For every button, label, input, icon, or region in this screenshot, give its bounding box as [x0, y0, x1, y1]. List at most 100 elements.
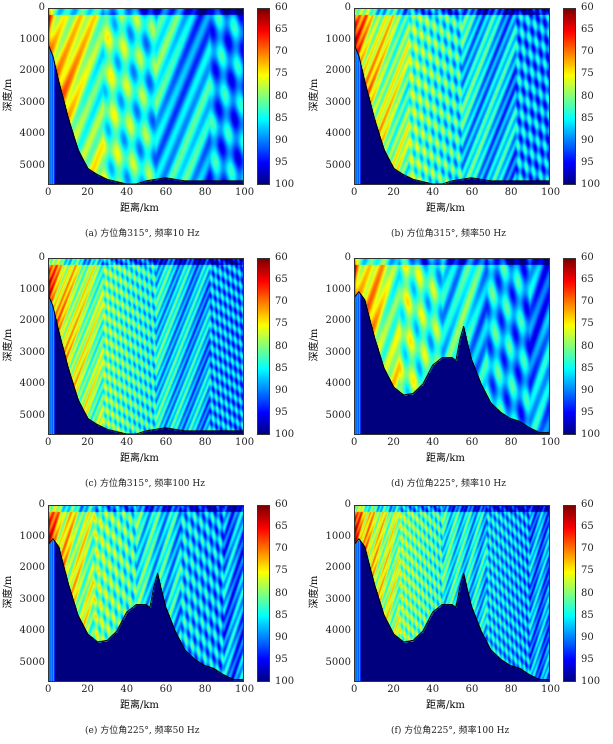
seabed-line: [355, 46, 549, 184]
panel-b: 0 20 40 60 80 100 0 1000 2000 3000 4000 5000 深度/m 距离/…: [306, 0, 612, 247]
colorbar-tick-label: 75: [275, 565, 288, 577]
y-tick-label: 2000: [325, 315, 351, 327]
y-tick-label: 0: [38, 2, 45, 13]
y-tick-label: 2000: [325, 65, 351, 77]
heatmap-field: [355, 506, 549, 681]
colorbar-tick-label: 65: [275, 24, 288, 36]
colorbar-tick-label: 75: [581, 565, 594, 577]
y-tick-label: 0: [344, 2, 351, 13]
x-axis-label: 距离/km: [426, 453, 465, 464]
colorbar: [563, 8, 576, 185]
colorbar-tick-label: 70: [581, 296, 594, 308]
colorbar-tick-label: 90: [581, 134, 594, 146]
colorbar-tick-label: 95: [275, 653, 288, 665]
colorbar-tick-label: 80: [581, 90, 594, 102]
panel-d: 0 20 40 60 80 100 0 1000 2000 3000 4000 5000 深度/m 距离/…: [306, 250, 612, 497]
y-axis-label: 深度/m: [3, 328, 14, 362]
colorbar-tick-label: 80: [275, 90, 288, 102]
heatmap-field: [355, 259, 549, 434]
y-axis-label: 深度/m: [3, 78, 14, 112]
colorbar-tick-label: 75: [581, 68, 594, 80]
panel-caption: (c) 方位角315°, 频率100 Hz: [85, 479, 205, 489]
heatmap-plot: [354, 258, 550, 435]
x-tick-label: 60: [465, 684, 479, 695]
colorbar-tick-label: 60: [581, 252, 594, 263]
x-tick-label: 100: [541, 437, 561, 448]
y-tick-label: 0: [38, 252, 45, 263]
y-tick-label: 4000: [325, 128, 351, 140]
heatmap-field: [49, 506, 243, 681]
x-tick-label: 80: [198, 684, 212, 695]
colorbar-tick-label: 85: [275, 362, 288, 374]
colorbar-tick-label: 85: [581, 112, 594, 124]
x-tick-label: 40: [426, 187, 440, 198]
colorbar-gradient: [258, 259, 269, 434]
x-tick-label: 40: [120, 187, 134, 198]
x-tick-label: 100: [541, 187, 561, 198]
seabed-overlay: [355, 46, 549, 184]
panel-f: 0 20 40 60 80 100 0 1000 2000 3000 4000 5000 深度/m 距离/…: [306, 497, 612, 744]
y-axis-label: 深度/m: [3, 575, 14, 609]
panel-caption: (d) 方位角225°, 频率10 Hz: [391, 479, 506, 489]
colorbar-tick-label: 80: [275, 587, 288, 599]
seabed-line: [49, 46, 243, 184]
seabed-line: [49, 296, 243, 434]
colorbar-tick-label: 90: [581, 384, 594, 396]
heatmap-plot: [354, 8, 550, 185]
x-tick-label: 0: [351, 187, 358, 198]
x-tick-label: 0: [45, 684, 52, 695]
seabed-line: [355, 291, 549, 433]
y-axis-label: 深度/m: [309, 78, 320, 112]
colorbar-tick-label: 85: [581, 362, 594, 374]
colorbar-tick-label: 65: [581, 521, 594, 533]
seabed-overlay: [355, 291, 549, 433]
x-axis-label: 距离/km: [120, 453, 159, 464]
x-tick-label: 40: [426, 437, 440, 448]
colorbar-tick-label: 90: [275, 134, 288, 146]
colorbar-gradient: [564, 9, 575, 184]
y-tick-label: 3000: [19, 593, 45, 605]
colorbar-tick-label: 95: [581, 156, 594, 168]
colorbar-tick-label: 95: [581, 406, 594, 418]
heatmap-plot: [354, 505, 550, 682]
x-tick-label: 60: [159, 187, 173, 198]
x-axis-label: 距离/km: [426, 700, 465, 711]
colorbar-tick-label: 90: [581, 631, 594, 643]
x-tick-label: 20: [81, 684, 94, 695]
x-tick-label: 100: [235, 437, 255, 448]
colorbar-tick-label: 80: [581, 587, 594, 599]
colorbar-tick-label: 65: [581, 274, 594, 286]
colorbar-tick-label: 100: [581, 429, 601, 440]
colorbar-tick-label: 65: [275, 274, 288, 286]
x-tick-label: 20: [387, 187, 400, 198]
x-tick-label: 0: [45, 187, 52, 198]
x-tick-label: 100: [235, 187, 255, 198]
colorbar-tick-label: 80: [581, 340, 594, 352]
y-tick-label: 0: [38, 499, 45, 510]
panel-caption: (f) 方位角225°, 频率100 Hz: [391, 726, 510, 736]
colorbar-tick-label: 85: [275, 609, 288, 621]
colorbar-tick-label: 100: [275, 179, 295, 190]
y-tick-label: 5000: [19, 657, 45, 669]
x-tick-label: 0: [45, 437, 52, 448]
x-tick-label: 20: [387, 684, 400, 695]
seabed-line: [49, 538, 243, 680]
x-tick-label: 60: [465, 437, 479, 448]
colorbar-tick-label: 95: [275, 156, 288, 168]
y-tick-label: 5000: [325, 657, 351, 669]
panel-e: 0 20 40 60 80 100 0 1000 2000 3000 4000 5000 深度/m 距离/…: [0, 497, 306, 744]
x-tick-label: 80: [198, 437, 212, 448]
x-tick-label: 100: [541, 684, 561, 695]
y-tick-label: 0: [344, 252, 351, 263]
x-tick-label: 60: [465, 187, 479, 198]
y-tick-label: 3000: [325, 593, 351, 605]
x-tick-label: 20: [81, 187, 94, 198]
panel-a: 0 20 40 60 80 100 0 1000 2000 3000 4000 5000 深度/m 距离/…: [0, 0, 306, 247]
heatmap-plot: [48, 8, 244, 185]
y-axis-label: 深度/m: [309, 328, 320, 362]
y-tick-label: 1000: [19, 283, 45, 295]
y-tick-label: 1000: [19, 530, 45, 542]
colorbar-tick-label: 80: [275, 340, 288, 352]
colorbar-tick-label: 60: [581, 2, 594, 13]
colorbar-gradient: [258, 9, 269, 184]
